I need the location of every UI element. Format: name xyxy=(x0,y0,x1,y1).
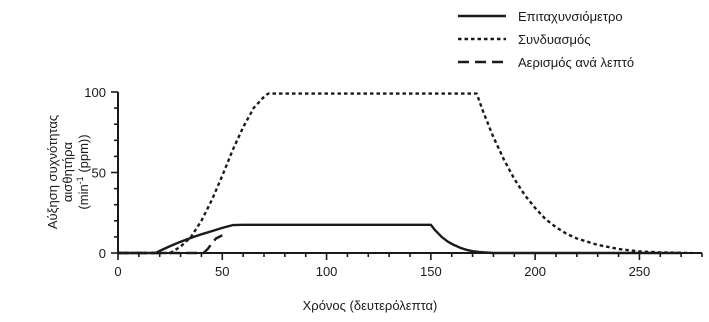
legend-label-2: Συνδυασμός xyxy=(518,32,591,47)
series-layer xyxy=(118,92,692,255)
series-line-1 xyxy=(118,223,682,255)
y-axis-title-line-2: αισθητήρα xyxy=(60,141,75,202)
x-axis-title: Χρόνος (δευτερόλεπτα) xyxy=(303,298,438,313)
legend-label-3: Αερισμός ανά λεπτό xyxy=(518,55,634,70)
legend-label-1: Επιταχυνσιόμετρο xyxy=(518,9,623,24)
x-tick-label: 250 xyxy=(629,264,651,279)
x-tick-label: 200 xyxy=(524,264,546,279)
x-tick-label: 150 xyxy=(420,264,442,279)
x-tick-label: 100 xyxy=(316,264,338,279)
y-axis-title-line-3: (min-1 (ppm)) xyxy=(75,134,91,209)
y-tick-label: 100 xyxy=(84,85,106,100)
y-tick-label: 50 xyxy=(92,166,106,181)
y-axis-title: Αύξηση συχνότητας αισθητήρα (min-1 (ppm)) xyxy=(45,115,91,229)
legend: Επιταχυνσιόμετρο Συνδυασμός Αερισμός ανά λ… xyxy=(458,9,634,70)
x-tick-label: 50 xyxy=(215,264,229,279)
series-line-2 xyxy=(118,92,692,255)
series-line-3 xyxy=(118,234,223,255)
x-tick-label: 0 xyxy=(114,264,121,279)
tick-labels: 0 50 100 150 200 250 0 50 100 xyxy=(84,85,650,279)
y-tick-label: 0 xyxy=(99,246,106,261)
y-axis-title-line-1: Αύξηση συχνότητας xyxy=(45,115,60,229)
